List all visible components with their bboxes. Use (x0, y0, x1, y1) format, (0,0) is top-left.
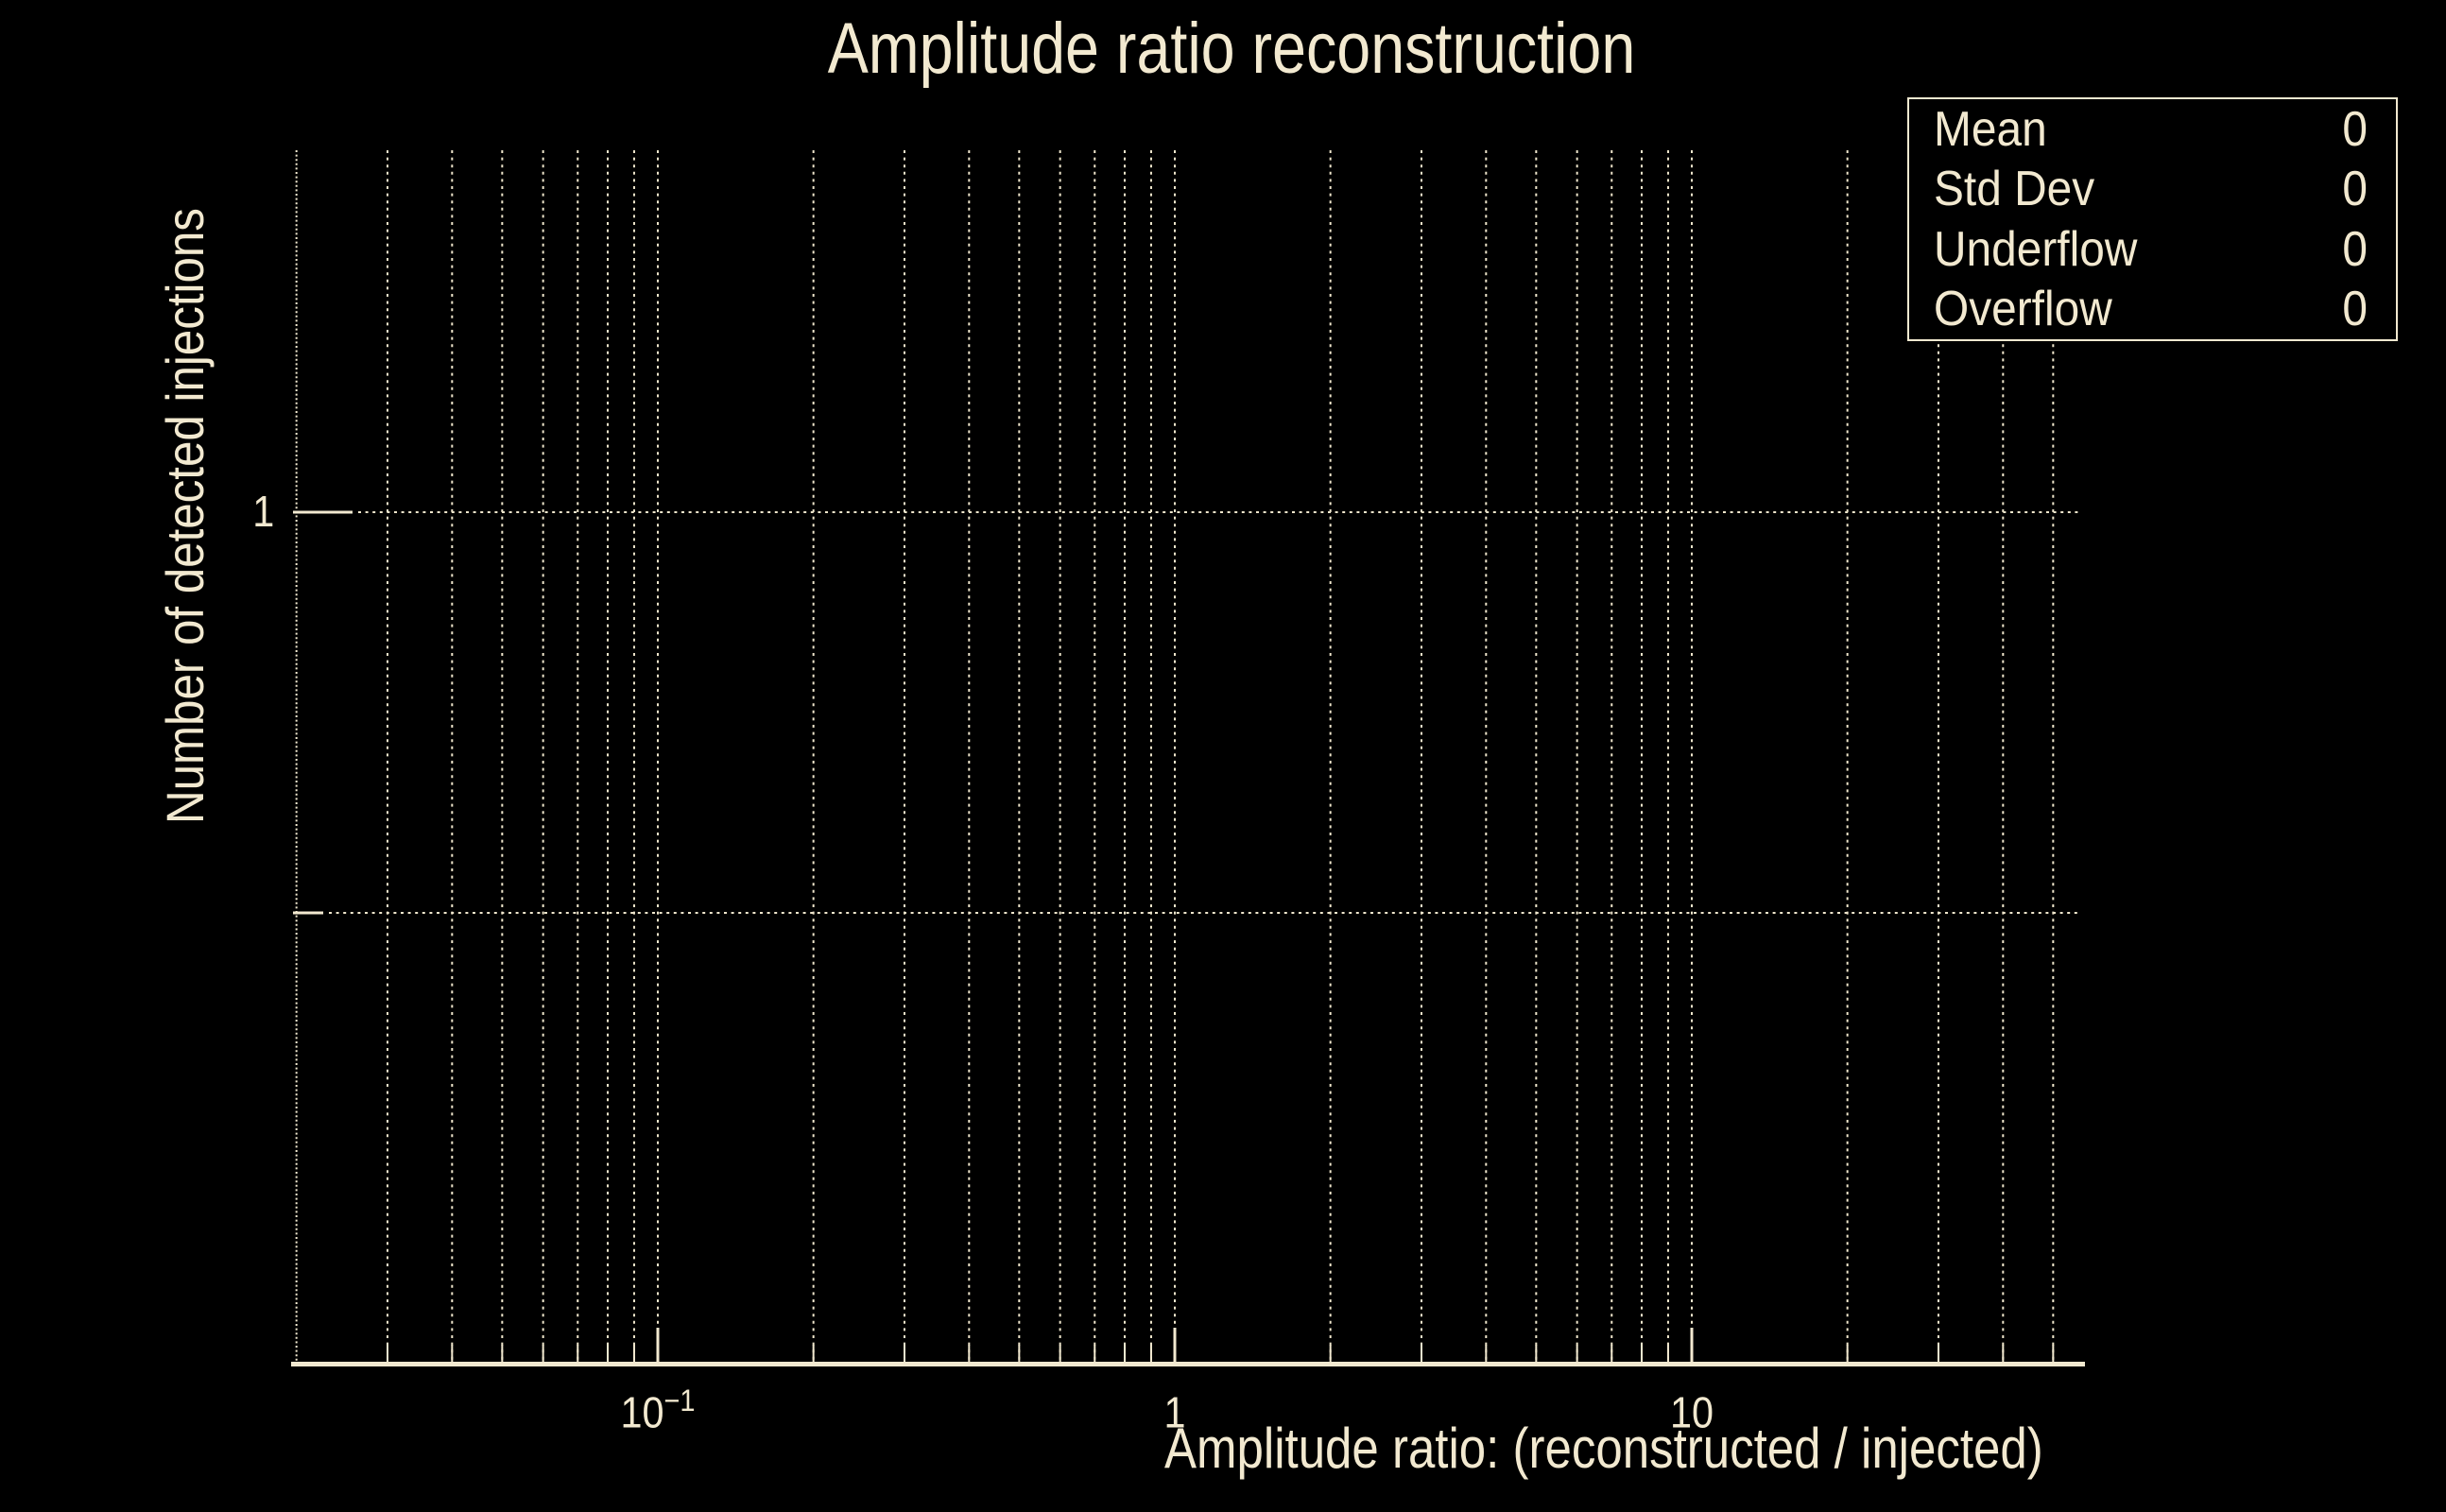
stats-value-underflow: 0 (2342, 221, 2368, 277)
stats-value-stddev: 0 (2342, 162, 2368, 217)
x-tick-label-0p1-exponent: −1 (663, 1383, 696, 1418)
x-tick-label-1-base: 1 (1163, 1387, 1186, 1437)
stats-row-overflow: Overflow 0 (1909, 284, 2396, 334)
chart-title: Amplitude ratio reconstruction (827, 9, 1636, 89)
stats-label-stddev: Std Dev (1934, 162, 2095, 217)
stats-value-overflow: 0 (2342, 282, 2368, 337)
x-axis-title: Amplitude ratio: (reconstructed / inject… (1164, 1417, 2043, 1480)
stats-row-mean: Mean 0 (1909, 105, 2396, 154)
stats-row-stddev: Std Dev 0 (1909, 164, 2396, 214)
x-tick-label-1: 1 (1163, 1385, 1185, 1435)
stats-label-underflow: Underflow (1934, 221, 2138, 277)
x-tick-label-0p1: 10−1 (620, 1385, 695, 1435)
stats-box: Mean 0 Std Dev 0 Underflow 0 Overflow 0 (1907, 97, 2398, 341)
y-axis-title: Number of detected injections (155, 208, 215, 824)
stats-label-mean: Mean (1934, 101, 2047, 157)
y-tick-label-1: 1 (252, 487, 275, 537)
x-tick-label-10: 10 (1670, 1385, 1714, 1435)
x-tick-label-10-base: 10 (1669, 1387, 1714, 1437)
stats-label-overflow: Overflow (1934, 282, 2112, 337)
stats-row-underflow: Underflow 0 (1909, 225, 2396, 274)
stats-value-mean: 0 (2342, 101, 2368, 157)
x-tick-label-0p1-base: 10 (620, 1387, 664, 1437)
